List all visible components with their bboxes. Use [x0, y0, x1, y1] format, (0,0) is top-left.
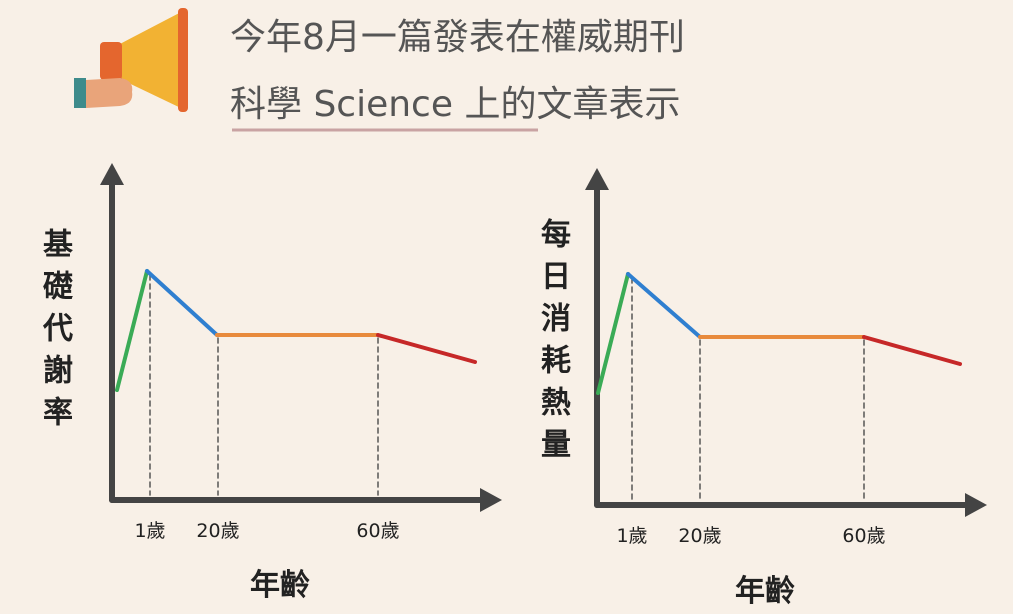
- chart-right: [585, 168, 987, 517]
- x-axis-label: 年齡: [735, 574, 795, 609]
- megaphone-icon: [74, 8, 188, 112]
- x-tick-label: 60歲: [356, 520, 400, 542]
- x-tick-label: 1歲: [616, 525, 648, 547]
- y-axis-label: 基礎代謝率: [37, 228, 72, 438]
- title-line: 今年8月一篇發表在權威期刊: [230, 17, 685, 58]
- chart-left: [100, 163, 502, 512]
- x-tick-label: 20歲: [196, 520, 240, 542]
- x-axis-label: 年齡: [250, 568, 310, 603]
- x-tick-label: 20歲: [678, 525, 722, 547]
- x-tick-label: 1歲: [134, 520, 166, 542]
- y-axis-label: 每日消耗熱量: [535, 218, 570, 470]
- x-tick-label: 60歲: [842, 525, 886, 547]
- title-line: 科學 Science 上的文章表示: [230, 84, 681, 125]
